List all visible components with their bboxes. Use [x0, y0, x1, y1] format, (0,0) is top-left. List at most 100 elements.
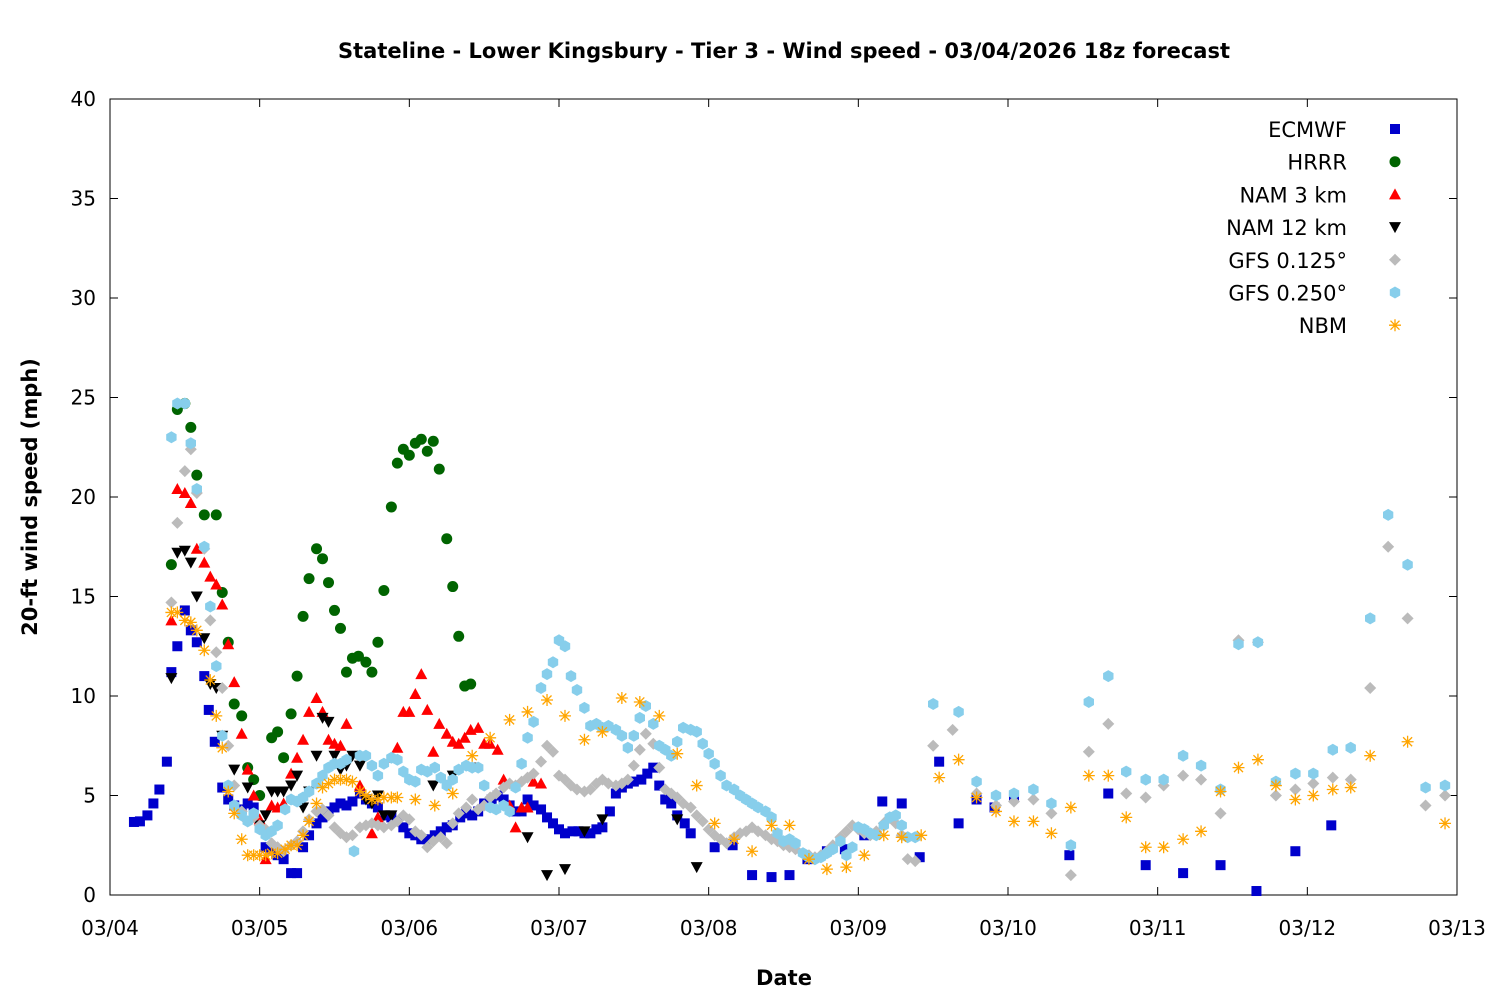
data-point-nbm — [371, 793, 384, 806]
data-point-gfs-0-125 — [696, 815, 709, 828]
data-point-ecmwf — [404, 828, 415, 839]
data-point-gfs-0-125 — [1344, 773, 1357, 786]
data-point-gfs-0-250 — [672, 735, 683, 748]
data-point-gfs-0-250 — [392, 753, 403, 766]
data-point-nbm — [291, 839, 304, 852]
data-point-gfs-0-125 — [1364, 682, 1377, 695]
y-tick-label: 35 — [71, 187, 96, 211]
data-point-gfs-0-250 — [1365, 612, 1376, 625]
data-point-ecmwf — [260, 842, 271, 853]
legend-label-ecmwf: ECMWF — [1268, 118, 1347, 142]
data-point-ecmwf — [548, 818, 559, 829]
data-point-nbm — [391, 791, 404, 804]
data-point-nbm — [1439, 817, 1452, 830]
data-point-ecmwf — [341, 800, 352, 811]
y-tick-label: 20 — [71, 485, 96, 509]
data-point-nbm — [990, 805, 1003, 818]
data-point-nam-3-km — [458, 731, 471, 743]
y-tick-label: 40 — [71, 87, 96, 111]
data-point-nam-3-km — [322, 733, 335, 745]
data-point-hrrr — [366, 666, 378, 678]
data-point-nam-3-km — [216, 598, 229, 610]
data-point-gfs-0-125 — [1439, 789, 1452, 802]
data-point-ecmwf — [1326, 820, 1337, 831]
data-point-ecmwf — [166, 667, 177, 678]
data-point-gfs-0-250 — [1233, 638, 1244, 651]
data-point-nam-3-km — [527, 775, 540, 787]
data-point-nbm — [1157, 841, 1170, 854]
data-point-nbm — [558, 709, 571, 722]
data-point-ecmwf — [685, 828, 696, 839]
data-point-nam-3-km — [340, 717, 353, 729]
data-point-nbm — [521, 705, 534, 718]
data-point-nam-3-km — [521, 801, 534, 813]
data-point-nam-3-km — [171, 483, 184, 495]
data-point-nam-3-km — [427, 745, 440, 757]
x-tick-label: 03/13 — [1428, 916, 1486, 940]
data-point-gfs-0-250 — [272, 819, 283, 832]
data-point-gfs-0-250 — [398, 765, 409, 778]
data-point-nam-3-km — [509, 821, 522, 833]
data-point-gfs-0-250 — [279, 803, 291, 816]
data-point-nam-3-km — [190, 542, 203, 554]
data-point-gfs-0-250 — [541, 668, 553, 681]
data-point-nbm — [222, 785, 235, 798]
data-point-gfs-0-250 — [790, 837, 801, 850]
data-point-gfs-0-125 — [466, 793, 479, 806]
data-point-gfs-0-250 — [166, 431, 177, 444]
data-point-nbm — [765, 819, 778, 832]
data-point-nbm — [279, 843, 292, 856]
series-nam-3-km — [165, 483, 548, 865]
data-point-ecmwf — [217, 782, 228, 793]
data-point-hrrr — [228, 698, 240, 710]
data-point-nbm — [484, 731, 497, 744]
data-point-gfs-0-250 — [990, 789, 1002, 802]
data-point-gfs-0-250 — [1083, 696, 1094, 708]
data-point-nam-12-km — [316, 712, 329, 724]
data-point-gfs-0-125 — [222, 739, 235, 752]
data-point-nbm — [409, 793, 422, 806]
data-point-nbm — [840, 861, 853, 874]
data-point-gfs-0-125 — [1214, 807, 1227, 820]
data-point-nam-12-km — [521, 832, 534, 844]
data-point-ecmwf — [914, 852, 925, 863]
data-point-gfs-0-125 — [946, 723, 959, 736]
data-point-gfs-0-125 — [927, 739, 940, 752]
data-point-gfs-0-250 — [703, 747, 714, 760]
data-point-nbm — [578, 733, 591, 746]
data-point-nbm — [228, 807, 241, 820]
data-point-gfs-0-250 — [565, 670, 577, 683]
data-point-hrrr — [385, 501, 397, 513]
data-point-gfs-0-250 — [579, 701, 590, 714]
data-point-nam-12-km — [328, 750, 341, 762]
data-point-ecmwf — [709, 842, 720, 853]
data-point-nam-12-km — [385, 810, 398, 822]
y-axis-label: 20-ft wind speed (mph) — [18, 358, 42, 636]
x-tick-label: 03/06 — [381, 916, 439, 940]
data-point-ecmwf — [1215, 860, 1226, 871]
data-point-nbm — [653, 709, 666, 722]
data-point-ecmwf — [161, 756, 172, 767]
data-point-gfs-0-250 — [697, 737, 708, 750]
data-point-gfs-0-125 — [460, 801, 473, 814]
data-point-gfs-0-250 — [479, 779, 490, 792]
data-point-gfs-0-125 — [633, 743, 646, 756]
data-point-ecmwf — [610, 788, 621, 799]
data-point-ecmwf — [191, 637, 202, 648]
data-point-hrrr — [340, 666, 352, 678]
data-point-nbm — [184, 616, 197, 629]
data-point-gfs-0-250 — [1103, 670, 1114, 683]
data-point-ecmwf — [1251, 886, 1262, 897]
data-point-nbm — [708, 817, 721, 830]
data-point-gfs-0-250 — [248, 807, 259, 820]
data-point-gfs-0-250 — [366, 759, 378, 772]
data-point-gfs-0-125 — [1045, 807, 1058, 820]
data-point-nbm — [204, 674, 217, 687]
data-point-gfs-0-250 — [871, 829, 882, 842]
legend-marker-nam-12-km — [1389, 222, 1401, 234]
data-point-hrrr — [433, 463, 445, 475]
data-point-gfs-0-250 — [311, 777, 322, 790]
data-point-nam-3-km — [334, 739, 347, 751]
data-point-ecmwf — [311, 818, 322, 829]
legend-marker-gfs-0-250 — [1389, 286, 1401, 299]
